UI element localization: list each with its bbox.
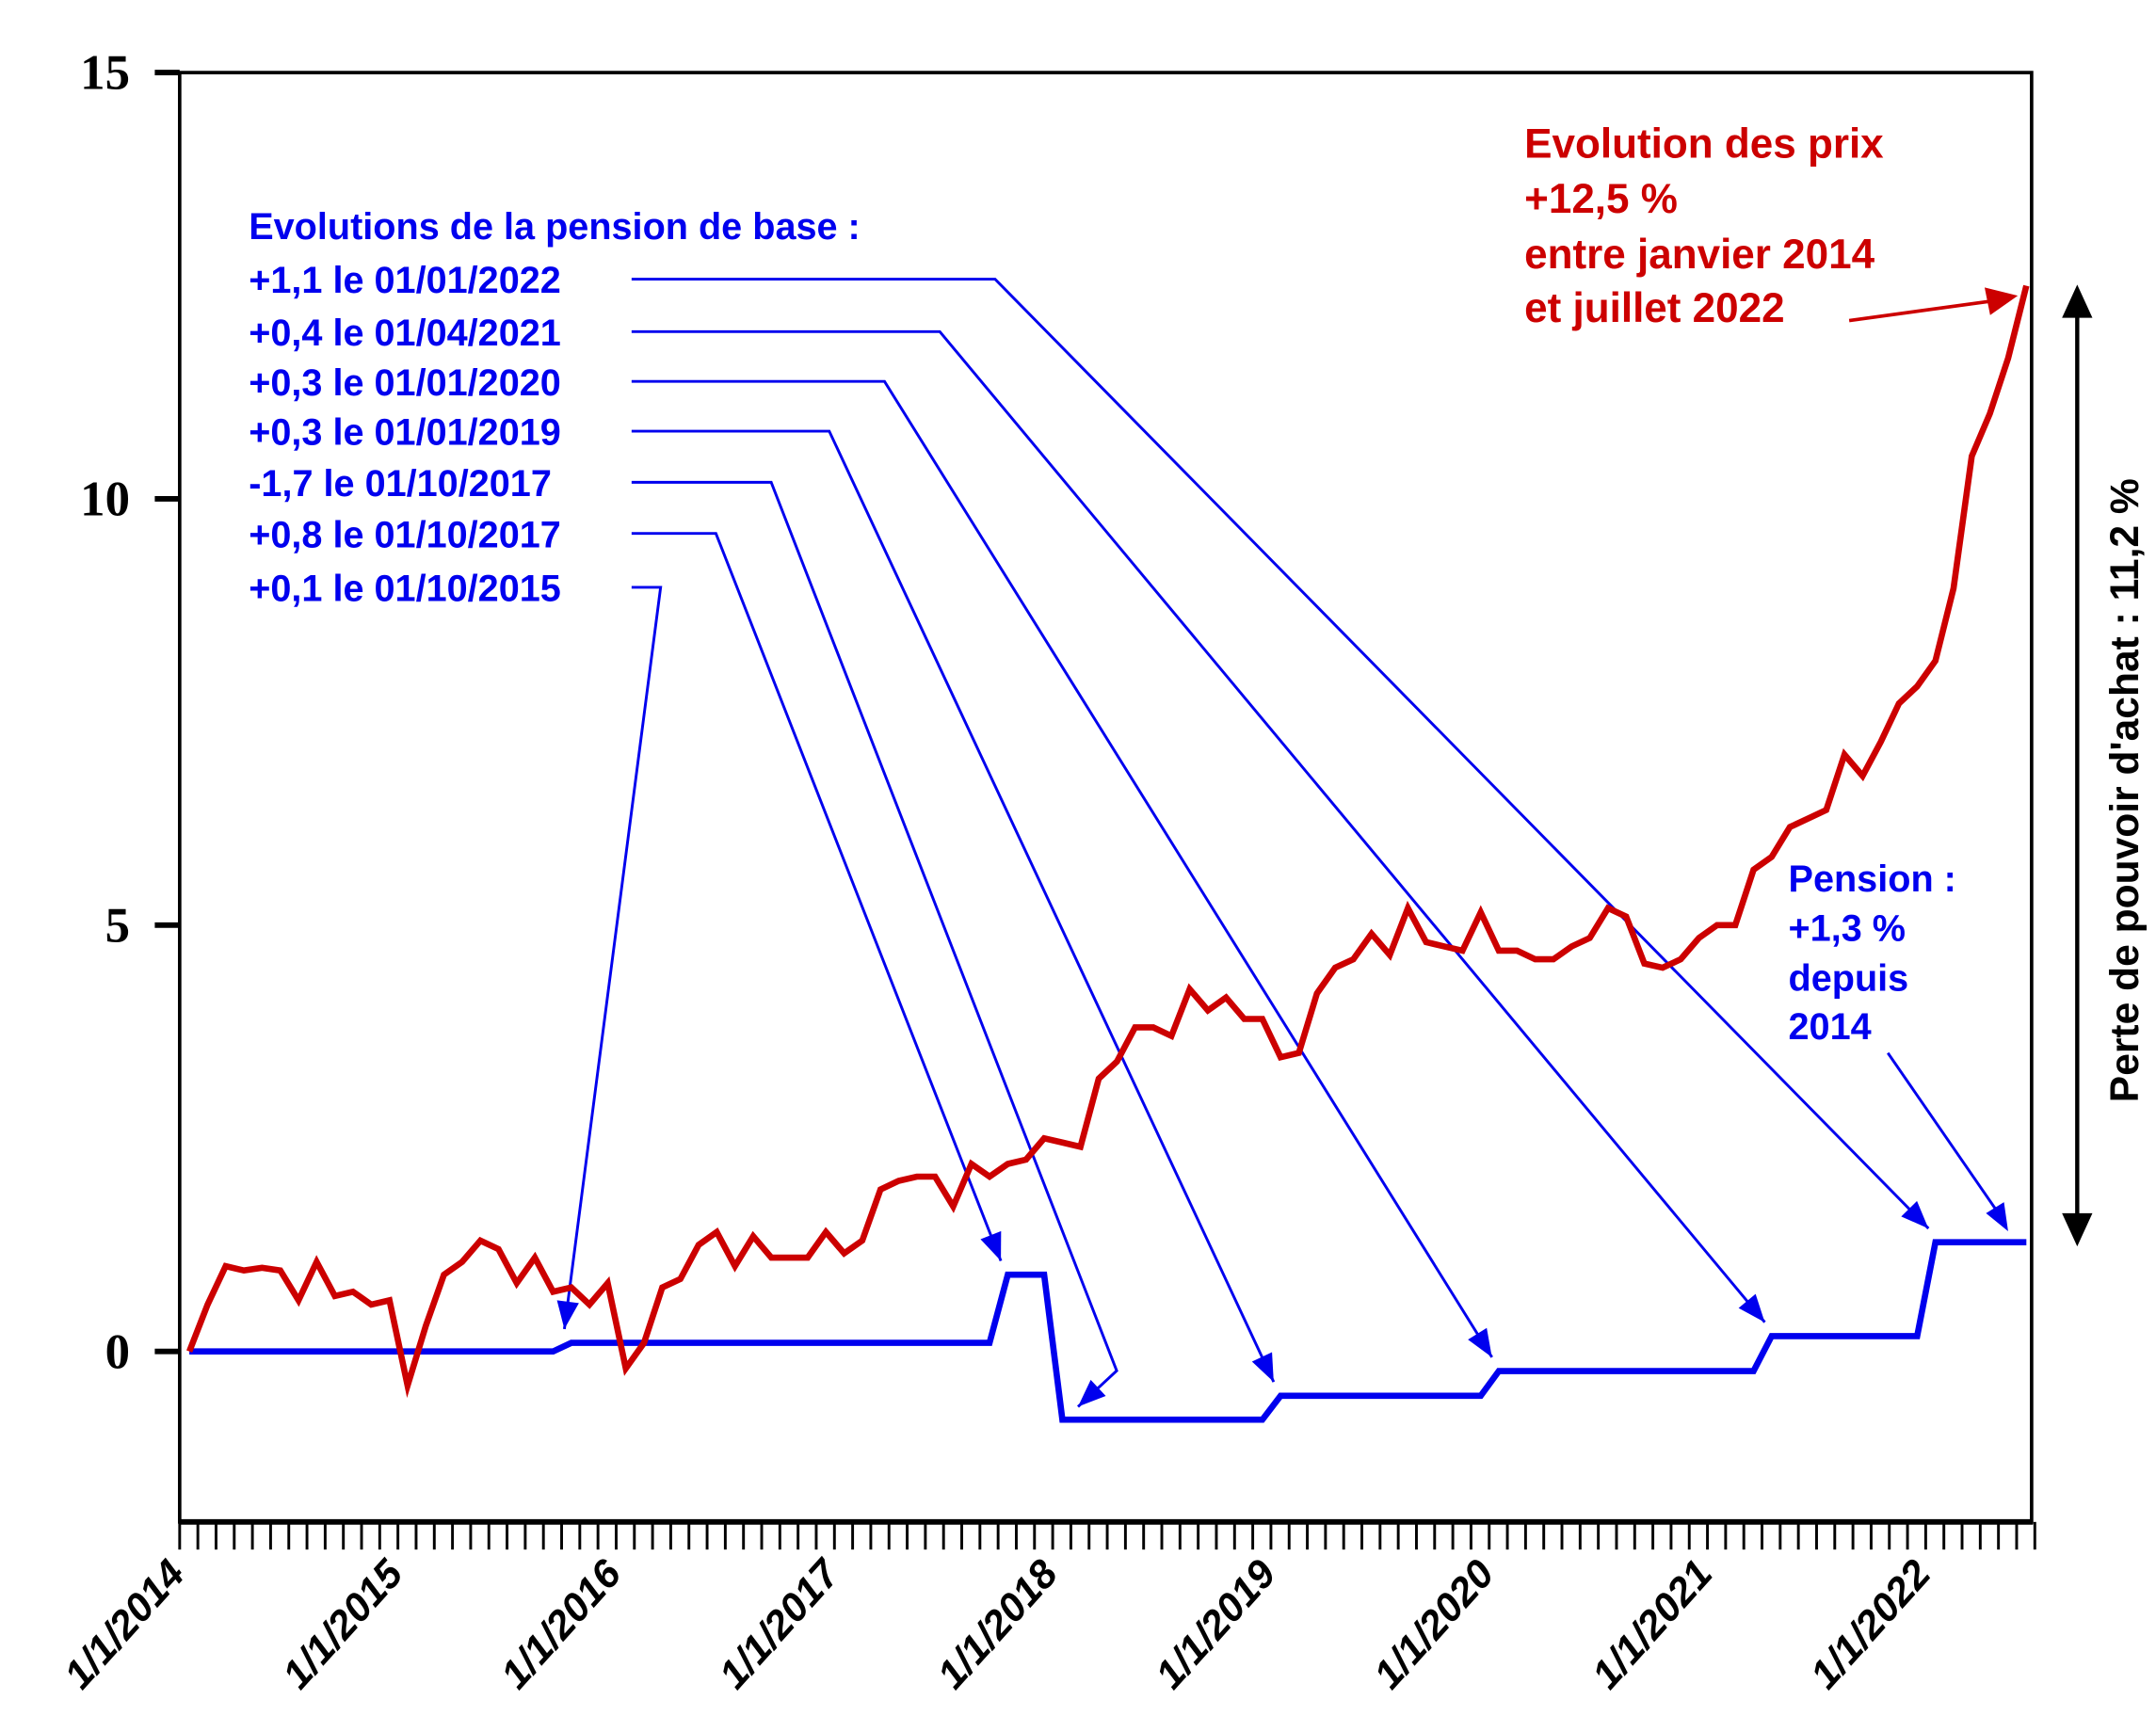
pension-annotation-title: Evolutions de la pension de base : <box>249 206 861 248</box>
prices-note-line: et juillet 2022 <box>1524 285 1784 331</box>
pension-change-label: +0,3 le 01/01/2019 <box>249 412 561 454</box>
y-tick-label: 10 <box>80 473 130 527</box>
y-axis-ticks: 15 10 5 0 <box>80 46 180 1379</box>
y-tick-label: 15 <box>80 46 130 101</box>
series <box>186 284 2030 1423</box>
x-axis-ticks: 1/1/2014 1/1/2015 1/1/2016 1/1/2017 1/1/2018… <box>56 1521 2036 1697</box>
pension-leader-line <box>631 329 1766 1323</box>
pension-note-line: +1,3 % <box>1789 908 1906 950</box>
pension-leader-line <box>631 429 1276 1383</box>
arrowhead-icon <box>980 1230 1002 1261</box>
pension-leader-line <box>631 480 1118 1408</box>
pension-note-line: depuis <box>1789 958 1909 1000</box>
pension-note-line: 2014 <box>1789 1006 1872 1048</box>
arrowhead-icon <box>1251 1352 1274 1383</box>
x-tick-label: 1/1/2020 <box>1365 1551 1504 1697</box>
pension-change-labels: +1,1 le 01/01/2022 +0,4 le 01/04/2021 +0,3… <box>249 260 561 609</box>
y-tick-label: 0 <box>105 1324 130 1379</box>
x-tick-label: 1/1/2014 <box>56 1551 194 1697</box>
pension-note-line: Pension : <box>1789 858 1956 900</box>
prices-note-line: Evolution des prix <box>1524 120 1884 167</box>
pension-change-label: +1,1 le 01/01/2022 <box>249 260 561 301</box>
pension-series-line <box>189 1239 2027 1423</box>
prices-note-line: +12,5 % <box>1524 176 1678 222</box>
x-tick-label: 1/1/2016 <box>492 1551 631 1697</box>
pension-note-arrowhead-icon <box>1986 1202 2008 1231</box>
x-tick-label: 1/1/2021 <box>1584 1551 1722 1697</box>
x-tick-label: 1/1/2019 <box>1147 1551 1285 1697</box>
arrowhead-icon <box>1468 1327 1492 1357</box>
arrow-down-icon <box>2062 1212 2093 1247</box>
prices-note: Evolution des prix +12,5 % entre janvier… <box>1524 120 2019 331</box>
x-tick-label: 1/1/2017 <box>711 1549 850 1697</box>
arrowhead-icon <box>1738 1293 1765 1323</box>
pension-leader-line <box>631 278 1930 1230</box>
prices-note-arrowhead-icon <box>1984 287 2019 315</box>
pension-change-label: +0,4 le 01/04/2021 <box>249 313 561 354</box>
pension-leader-line <box>631 379 1493 1358</box>
prices-series-line <box>186 284 2030 1399</box>
pension-leader-line <box>631 532 1003 1262</box>
pension-change-label: +0,1 le 01/10/2015 <box>249 569 561 610</box>
pension-leader-lines <box>556 278 1930 1408</box>
prices-note-arrow-line <box>1848 299 1991 323</box>
x-tick-label: 1/1/2018 <box>928 1551 1067 1697</box>
gap-label: Perte de pouvoir d'achat : 11,2 % <box>2102 478 2148 1102</box>
purchasing-power-gap: Perte de pouvoir d'achat : 11,2 % <box>2062 284 2148 1247</box>
pension-change-label: +0,3 le 01/01/2020 <box>249 362 561 404</box>
pension-leader-line <box>562 585 663 1330</box>
prices-note-line: entre janvier 2014 <box>1524 232 1874 278</box>
pension-note: Pension : +1,3 % depuis 2014 <box>1789 858 2008 1231</box>
pension-change-label: -1,7 le 01/10/2017 <box>249 463 552 505</box>
pension-note-arrow-line <box>1887 1051 2000 1214</box>
arrowhead-icon <box>1901 1200 1929 1229</box>
arrowhead-icon <box>1078 1379 1106 1407</box>
y-tick-label: 5 <box>105 898 130 953</box>
arrowhead-icon <box>556 1300 579 1329</box>
arrow-up-icon <box>2062 284 2093 318</box>
x-tick-label: 1/1/2022 <box>1802 1551 1940 1697</box>
pension-change-label: +0,8 le 01/10/2017 <box>249 514 561 555</box>
x-tick-label: 1/1/2015 <box>274 1550 412 1697</box>
